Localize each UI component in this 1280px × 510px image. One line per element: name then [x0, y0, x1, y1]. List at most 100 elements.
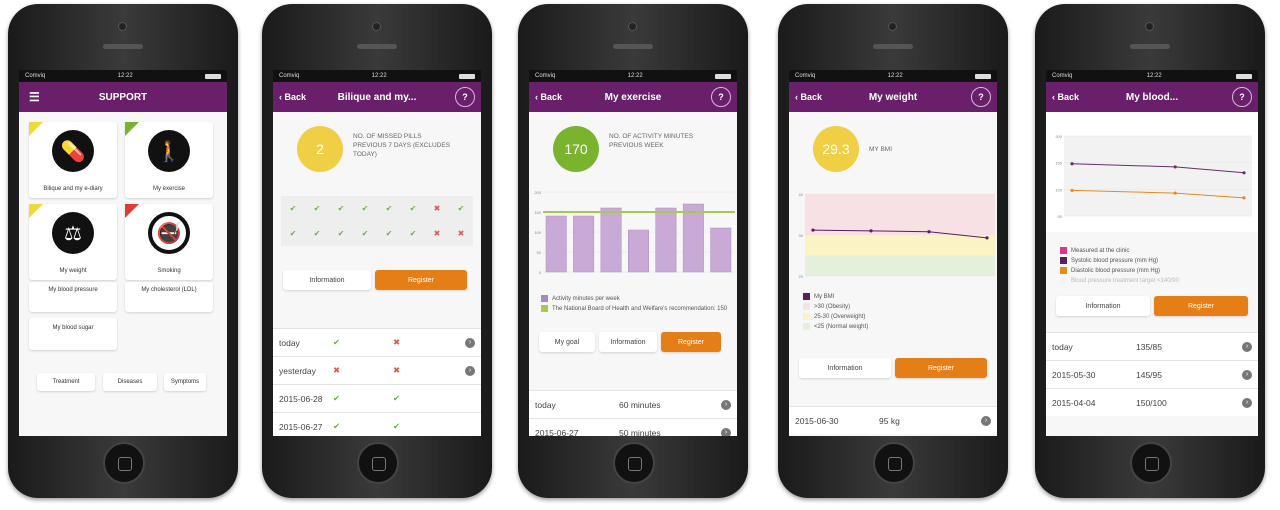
status-bar: Comviq 12:22 — [273, 70, 481, 82]
bp-point — [1070, 162, 1074, 166]
list-item[interactable]: 2015-06-28 ✔ ✔ — [273, 384, 481, 412]
tile-pills[interactable]: 💊 Bilique and my e-diary — [29, 122, 117, 198]
screen: Comviq 12:22 ‹ Back My weight? 29.3 My BMI… — [789, 70, 997, 436]
chevron-right-icon[interactable]: › — [721, 427, 731, 436]
y-tick-label: 40 — [799, 192, 804, 197]
information-button[interactable]: Information — [1056, 296, 1150, 316]
home-button[interactable] — [873, 442, 915, 484]
information-button[interactable]: Information — [283, 270, 371, 290]
list-item[interactable]: today ✔ ✖ › — [273, 328, 481, 356]
list-item[interactable]: today 60 minutes › — [529, 390, 737, 418]
legend-label: The National Board of Health and Welfare… — [552, 306, 728, 312]
back-button[interactable]: ‹ Back — [535, 92, 563, 102]
legend-label: Systolic blood pressure (mm Hg) — [1071, 258, 1159, 264]
list-item[interactable]: 2015-04-04 150/100 › — [1046, 388, 1258, 416]
nav-bar: ‹ Back My blood...? — [1046, 82, 1258, 112]
help-button[interactable]: ? — [455, 87, 475, 107]
phone-support: Comviq 12:22 ☰ SUPPORT 💊 Bilique and my e-d… — [8, 4, 238, 498]
diseases-button[interactable]: Diseases — [103, 373, 157, 391]
check-icon: ✔ — [393, 393, 401, 403]
blood-pressure-line-chart: 50 100 150 200 — [1055, 134, 1252, 219]
activity-bar — [655, 207, 677, 273]
chevron-right-icon[interactable]: › — [465, 337, 475, 348]
information-button[interactable]: Information — [599, 332, 657, 352]
legend-item: Activity minutes per week — [541, 294, 731, 304]
status-flag — [29, 122, 43, 136]
tile-smoking[interactable]: 🚭 Smoking — [125, 204, 213, 280]
activity-bar — [545, 215, 567, 273]
camera — [118, 22, 127, 31]
list-item[interactable]: yesterday ✖ ✖ › — [273, 356, 481, 384]
symptoms-button[interactable]: Symptoms — [164, 373, 206, 391]
home-button[interactable] — [103, 442, 145, 484]
tile-label: My exercise — [152, 186, 185, 192]
home-button[interactable] — [1130, 442, 1172, 484]
help-button[interactable]: ? — [971, 87, 991, 107]
hamburger-menu-icon[interactable]: ☰ — [29, 90, 40, 104]
chevron-right-icon[interactable]: › — [1242, 369, 1252, 380]
link-label: My cholesterol (LDL) — [141, 287, 197, 293]
row-date: yesterday — [279, 365, 316, 376]
legend-item: Diastolic blood pressure (mm Hg) — [1060, 266, 1179, 276]
chart-legend: My BMI >30 (Obesity) 25-30 (Overweight) … — [803, 292, 868, 332]
chevron-right-icon[interactable]: › — [1242, 397, 1252, 408]
tile-exercise[interactable]: 🚶 My exercise — [125, 122, 213, 198]
page-title: Bilique and my... — [337, 91, 417, 103]
register-button[interactable]: Register — [895, 358, 987, 378]
information-button[interactable]: Information — [799, 358, 891, 378]
link-cholesterol[interactable]: My cholesterol (LDL) — [125, 282, 213, 312]
back-button[interactable]: ‹ Back — [279, 92, 307, 102]
row-value: 50 minutes — [619, 427, 661, 437]
pill-week-grid: ✔ ✔ ✔ ✔ ✔ ✔ ✖ ✔ ✔ ✔ ✔ ✔ ✔ ✔ ✖ ✖ — [281, 196, 473, 246]
link-blood-sugar[interactable]: My blood sugar — [29, 318, 117, 350]
list-item[interactable]: 2015-05-30 145/95 › — [1046, 360, 1258, 388]
home-button[interactable] — [613, 442, 655, 484]
check-icon: ✔ — [457, 204, 465, 213]
chevron-right-icon[interactable]: › — [465, 365, 475, 376]
legend-swatch — [803, 302, 810, 310]
list-item[interactable]: 2015-06-30 95 kg › — [789, 406, 997, 434]
chevron-right-icon[interactable]: › — [1242, 341, 1252, 352]
chevron-right-icon[interactable]: › — [721, 399, 731, 410]
row-date: today — [1052, 341, 1073, 352]
y-tick-label: 150 — [534, 210, 541, 215]
legend-item: >30 (Obesity) — [803, 302, 868, 312]
y-tick-label: 0 — [539, 270, 542, 275]
check-icon: ✔ — [409, 229, 417, 238]
register-button[interactable]: Register — [1154, 296, 1248, 316]
no-smoking-icon: 🚭 — [148, 212, 190, 254]
treatment-button[interactable]: Treatment — [37, 373, 95, 391]
status-bar: Comviq 12:22 — [789, 70, 997, 82]
back-button[interactable]: ‹ Back — [1052, 92, 1080, 102]
bp-point — [1173, 191, 1177, 195]
status-flag — [29, 204, 43, 218]
help-button[interactable]: ? — [1232, 87, 1252, 107]
check-icon: ✔ — [289, 229, 297, 238]
back-button[interactable]: ‹ Back — [795, 92, 823, 102]
legend-label: 25-30 (Overweight) — [814, 314, 866, 320]
page-title: SUPPORT — [98, 91, 148, 103]
row-date: 2015-06-28 — [279, 393, 323, 404]
y-tick-label: 200 — [534, 190, 541, 195]
home-button[interactable] — [357, 442, 399, 484]
check-icon: ✔ — [361, 204, 369, 213]
cross-icon: ✖ — [433, 204, 441, 213]
register-button[interactable]: Register — [661, 332, 721, 352]
battery-icon — [458, 73, 475, 79]
pills-icon: 💊 — [52, 130, 94, 172]
check-icon: ✔ — [393, 421, 401, 431]
register-button[interactable]: Register — [375, 270, 467, 290]
speaker — [873, 44, 913, 49]
my-goal-button[interactable]: My goal — [539, 332, 595, 352]
list-item[interactable]: 2015-06-27 50 minutes › — [529, 418, 737, 436]
link-blood-pressure[interactable]: My blood pressure — [29, 282, 117, 312]
list-item[interactable]: today 135/85 › — [1046, 332, 1258, 360]
cross-icon: ✖ — [393, 337, 401, 347]
tile-weight[interactable]: ⚖ My weight — [29, 204, 117, 280]
chevron-right-icon[interactable]: › — [981, 415, 991, 426]
time: 12:22 — [1146, 73, 1162, 79]
time: 12:22 — [887, 73, 903, 79]
help-button[interactable]: ? — [711, 87, 731, 107]
list-item[interactable]: 2015-06-27 ✔ ✔ — [273, 412, 481, 436]
legend-label: Blood pressure treatment target <140/90 — [1071, 278, 1179, 284]
